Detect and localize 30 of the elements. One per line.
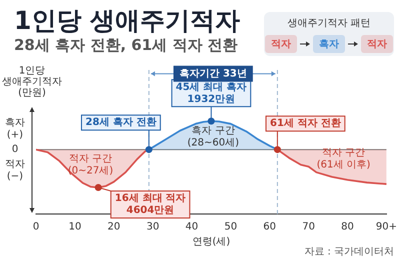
text: 적자 bbox=[265, 35, 297, 53]
annotation: 28세 흑자 전환 bbox=[85, 117, 156, 128]
annotation: 45세 최대 흑자 1932만원 bbox=[176, 82, 247, 105]
text: 적자 (−) bbox=[5, 159, 25, 182]
chart-title: 1인당 생애주기적자 bbox=[14, 5, 240, 37]
text: 자료 : 국가데이터처 bbox=[304, 246, 394, 258]
y-axis-title: 1인당 생애주기적자 (만원) bbox=[2, 66, 62, 99]
x-axis-title: 연령(세) bbox=[192, 236, 230, 248]
x-tick-label: 90+ bbox=[376, 222, 398, 233]
annotation: 적자 구간 (61세 이후) bbox=[316, 147, 371, 170]
annotation: 16세 최대 적자 4604만원 bbox=[114, 193, 186, 216]
x-tick-label: 50 bbox=[224, 222, 238, 233]
x-tick-label: 70 bbox=[302, 222, 315, 233]
text: 적자 bbox=[361, 35, 393, 53]
annotation: 흑자 구간 (28~60세) bbox=[187, 126, 240, 149]
text: 흑자 (+) bbox=[5, 117, 25, 140]
x-tick-label: 60 bbox=[263, 222, 276, 233]
text: 0 bbox=[12, 144, 18, 156]
x-tick-label: 10 bbox=[68, 222, 82, 233]
text: 흑자 bbox=[313, 35, 345, 53]
text: 생애주기적자 패턴 bbox=[286, 17, 372, 30]
x-tick-label: 30 bbox=[146, 222, 160, 233]
annotation: 적자 구간 (0~27세) bbox=[68, 153, 114, 176]
x-tick-label: 0 bbox=[32, 222, 40, 233]
x-tick-label: 80 bbox=[341, 222, 354, 233]
x-tick-label: 40 bbox=[185, 222, 198, 233]
chart-subtitle: 28세 흑자 전환, 61세 적자 전환 bbox=[14, 36, 238, 55]
x-tick-label: 20 bbox=[108, 222, 120, 233]
text: 흑자기간 33년 bbox=[179, 68, 247, 80]
annotation: 61세 적자 전환 bbox=[270, 118, 341, 130]
